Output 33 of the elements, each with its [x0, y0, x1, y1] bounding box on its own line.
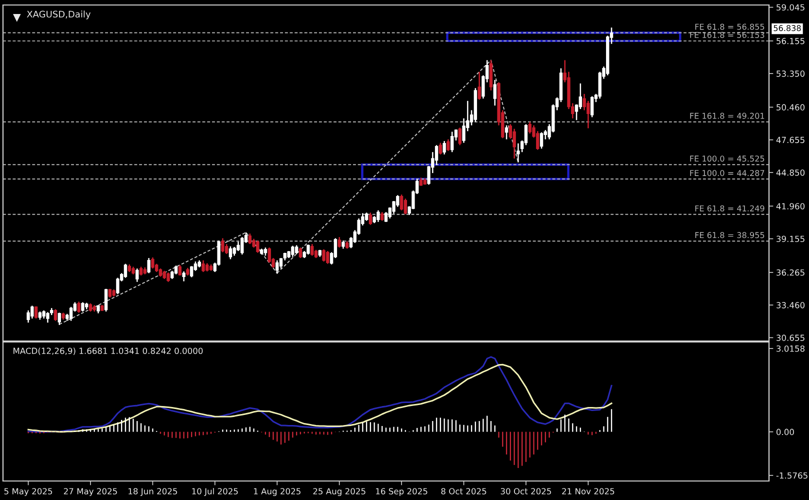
text: XAGUSD,Daily — [26, 10, 91, 20]
x-tick-label: 16 Sep 2025 — [376, 488, 428, 496]
y-tick-label: 0.00 — [776, 428, 794, 436]
y-tick-label: 47.655 — [776, 136, 804, 144]
y-tick-label: 50.460 — [776, 104, 805, 110]
text: MACD(12,26,9) 1.6681 1.0341 0.8242 0.0000 — [14, 348, 203, 355]
ref-line-label: FE 100.0 = 45.525 — [690, 156, 764, 162]
y-tick-label: 30.655 — [776, 334, 804, 341]
ref-line-label: FE 61.8 = 56.855 — [695, 24, 764, 30]
text: 56.838 — [774, 25, 801, 32]
y-tick-label: 36.265 — [776, 269, 804, 276]
y-tick-label: 39.155 — [776, 236, 804, 242]
y-tick-label: -1.5765 — [776, 472, 808, 479]
ref-line-label: FE 61.8 = 41.249 — [695, 205, 764, 212]
y-tick-label: 3.0158 — [776, 345, 805, 352]
x-tick-label: 1 Aug 2025 — [254, 488, 300, 496]
y-tick-label: 44.850 — [776, 169, 805, 176]
x-tick-label: 5 May 2025 — [4, 488, 52, 496]
y-tick-label: 41.960 — [776, 203, 805, 210]
x-tick-label: 18 Jun 2025 — [128, 488, 178, 496]
y-tick-label: 59.045 — [776, 4, 804, 11]
ref-line-label: FE 100.0 = 44.287 — [690, 170, 764, 176]
x-tick-label: 25 Aug 2025 — [313, 488, 366, 496]
ref-line-label: FE 61.8 = 38.955 — [695, 232, 764, 238]
x-tick-label: 27 May 2025 — [64, 488, 117, 496]
x-tick-label: 21 Nov 2025 — [562, 488, 614, 494]
y-tick-label: 56.155 — [776, 38, 804, 44]
y-tick-label: 53.350 — [776, 70, 805, 77]
x-tick-label: 30 Oct 2025 — [500, 488, 552, 494]
y-tick-label: 33.460 — [776, 302, 805, 308]
ref-line-label: FE 161.8 = 49.201 — [690, 112, 764, 119]
x-tick-label: 10 Jul 2025 — [192, 488, 238, 496]
x-tick-label: 8 Oct 2025 — [441, 488, 486, 494]
